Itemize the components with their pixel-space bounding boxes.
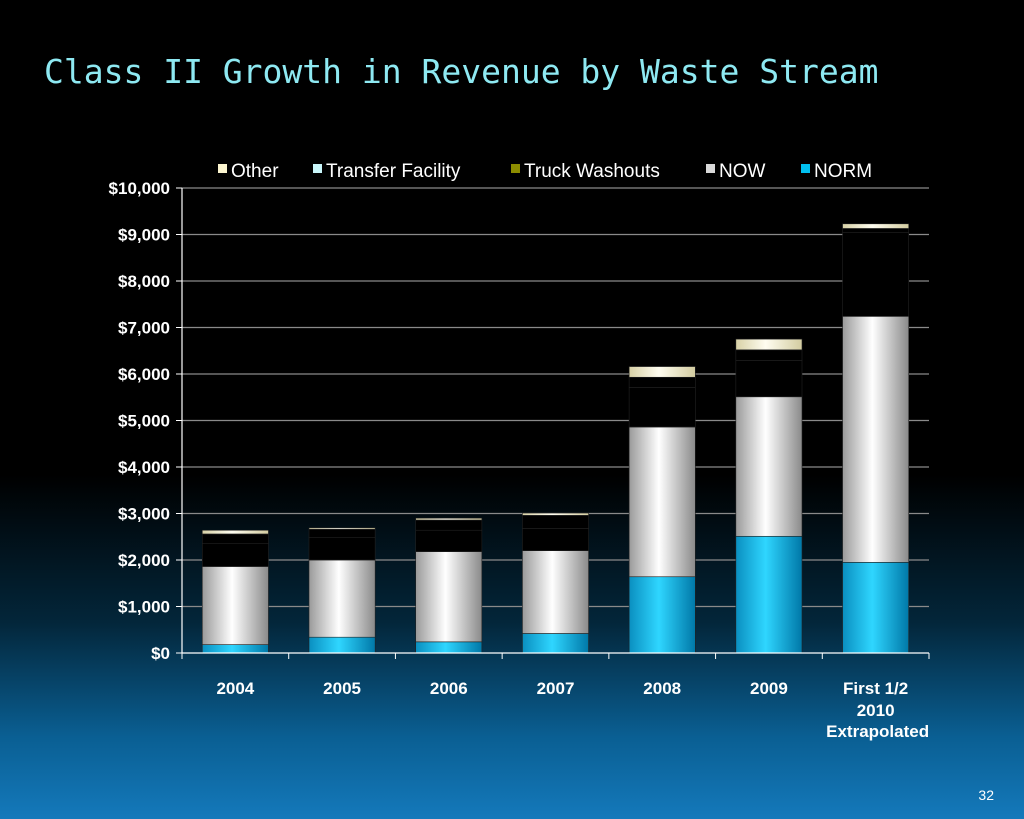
x-tick-label: 2005 xyxy=(323,679,361,698)
x-tick-label: 2007 xyxy=(537,679,575,698)
bar-transfer-facility-4 xyxy=(628,376,696,388)
y-tick-label: $9,000 xyxy=(118,226,170,245)
bars xyxy=(201,223,910,654)
bar-now-6 xyxy=(842,316,910,563)
x-tick-label: 2009 xyxy=(750,679,788,698)
legend-label-other: Other xyxy=(231,161,279,182)
bar-truck-washouts-2 xyxy=(415,529,483,552)
y-tick-label: $1,000 xyxy=(118,598,170,617)
bar-other-0 xyxy=(201,529,269,535)
y-tick-label: $0 xyxy=(151,644,170,663)
y-tick-label: $4,000 xyxy=(118,458,170,477)
bar-now-5 xyxy=(735,396,803,537)
bar-other-3 xyxy=(522,512,589,516)
bar-other-2 xyxy=(415,517,483,521)
bar-transfer-facility-3 xyxy=(522,515,589,529)
bar-transfer-facility-0 xyxy=(201,533,269,545)
y-tick-label: $7,000 xyxy=(118,319,170,338)
bar-truck-washouts-0 xyxy=(201,543,269,567)
y-tick-label: $6,000 xyxy=(118,365,170,384)
bar-other-6 xyxy=(842,223,910,229)
bar-norm-6 xyxy=(842,562,910,654)
bar-other-1 xyxy=(308,527,376,530)
bar-now-2 xyxy=(415,551,483,643)
y-tick-label: $10,000 xyxy=(109,179,170,198)
x-tick-sublabel: Extrapolated xyxy=(826,722,929,741)
bar-truck-washouts-6 xyxy=(842,232,910,317)
bar-norm-3 xyxy=(522,633,589,654)
legend-swatch-truck-washouts xyxy=(511,164,520,173)
bar-other-5 xyxy=(735,338,803,351)
bar-truck-washouts-4 xyxy=(628,387,696,428)
legend-label-transfer-facility: Transfer Facility xyxy=(326,161,461,182)
bar-transfer-facility-6 xyxy=(842,228,910,233)
legend-swatch-now xyxy=(706,164,715,173)
y-tick-label: $3,000 xyxy=(118,505,170,524)
bar-truck-washouts-5 xyxy=(735,360,803,398)
bar-transfer-facility-2 xyxy=(415,519,483,531)
bar-norm-2 xyxy=(415,641,483,654)
legend-label-norm: NORM xyxy=(814,161,872,182)
bar-transfer-facility-5 xyxy=(735,349,803,361)
x-tick-label: 2004 xyxy=(216,679,254,698)
x-tick-label: 2008 xyxy=(643,679,681,698)
legend-swatch-transfer-facility xyxy=(313,164,322,173)
legend-label-now: NOW xyxy=(719,161,766,182)
y-tick-label: $5,000 xyxy=(118,412,170,431)
bar-now-4 xyxy=(628,426,696,578)
x-tick-label: First 1/2 2010 xyxy=(843,679,908,720)
x-tick-label: 2006 xyxy=(430,679,468,698)
bar-truck-washouts-3 xyxy=(522,528,589,552)
bar-now-3 xyxy=(522,550,589,634)
legend-swatch-norm xyxy=(801,164,810,173)
legend-swatch-other xyxy=(218,164,227,173)
bar-norm-0 xyxy=(201,644,269,654)
bar-transfer-facility-1 xyxy=(308,529,376,538)
y-tick-label: $2,000 xyxy=(118,551,170,570)
axes: $0 $1,000 $2,000 $3,000 $4,000 $5,000 $6,000 $7… xyxy=(109,179,930,741)
bar-truck-washouts-1 xyxy=(308,537,376,561)
bar-other-4 xyxy=(628,366,696,378)
bar-now-0 xyxy=(201,566,269,645)
legend-label-truck-washouts: Truck Washouts xyxy=(524,161,660,182)
bar-now-1 xyxy=(308,559,376,638)
slide-title: Class II Growth in Revenue by Waste Stre… xyxy=(44,52,879,91)
bar-norm-1 xyxy=(308,636,376,654)
bar-norm-5 xyxy=(735,535,803,654)
bar-norm-4 xyxy=(628,576,696,654)
legend: Other Transfer Facility Truck Washouts NOW N… xyxy=(218,161,872,182)
y-tick-label: $8,000 xyxy=(118,272,170,291)
page-number: 32 xyxy=(978,787,994,803)
